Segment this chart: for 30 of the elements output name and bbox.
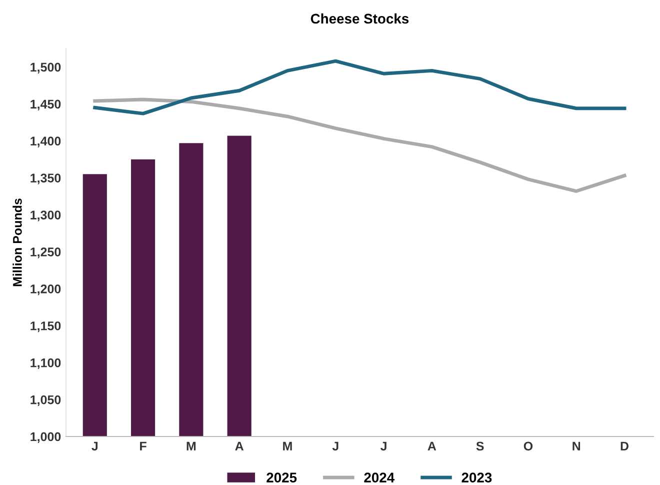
x-tick-label: D: [620, 442, 628, 450]
legend-label: 2024: [364, 472, 395, 482]
x-tick-label: S: [476, 442, 484, 451]
chart-title: Cheese Stocks: [310, 13, 409, 24]
y-tick-label: 1,050: [30, 395, 61, 406]
y-tick-label: 1,300: [30, 210, 61, 222]
x-tick-label: M: [283, 442, 292, 450]
x-tick-label: F: [140, 442, 146, 450]
y-tick-label: 1,400: [30, 136, 61, 148]
legend-label: 2023: [462, 472, 492, 482]
x-tick-label: N: [572, 442, 580, 450]
x-tick-label: O: [524, 442, 533, 451]
y-tick-label: 1,100: [30, 358, 61, 370]
y-tick-label: 1,000: [30, 432, 61, 443]
y-axis-title: Million Pounds: [12, 198, 22, 286]
line-series: [93, 98, 626, 193]
y-tick-label: 1,200: [30, 284, 61, 296]
legend-label: 2025: [266, 472, 297, 482]
x-tick-label: J: [332, 442, 338, 451]
x-tick-label: J: [380, 442, 386, 451]
y-tick-label: 1,250: [30, 248, 61, 258]
x-tick-label: A: [235, 442, 244, 450]
y-tick-label: 1,150: [30, 321, 61, 332]
x-tick-label: J: [92, 442, 98, 451]
line-series: [93, 59, 626, 116]
y-tick-label: 1,500: [30, 62, 61, 74]
x-tick-label: A: [428, 442, 436, 450]
y-tick-label: 1,350: [30, 174, 61, 184]
x-tick-label: M: [186, 442, 196, 450]
y-tick-label: 1,450: [30, 100, 61, 110]
